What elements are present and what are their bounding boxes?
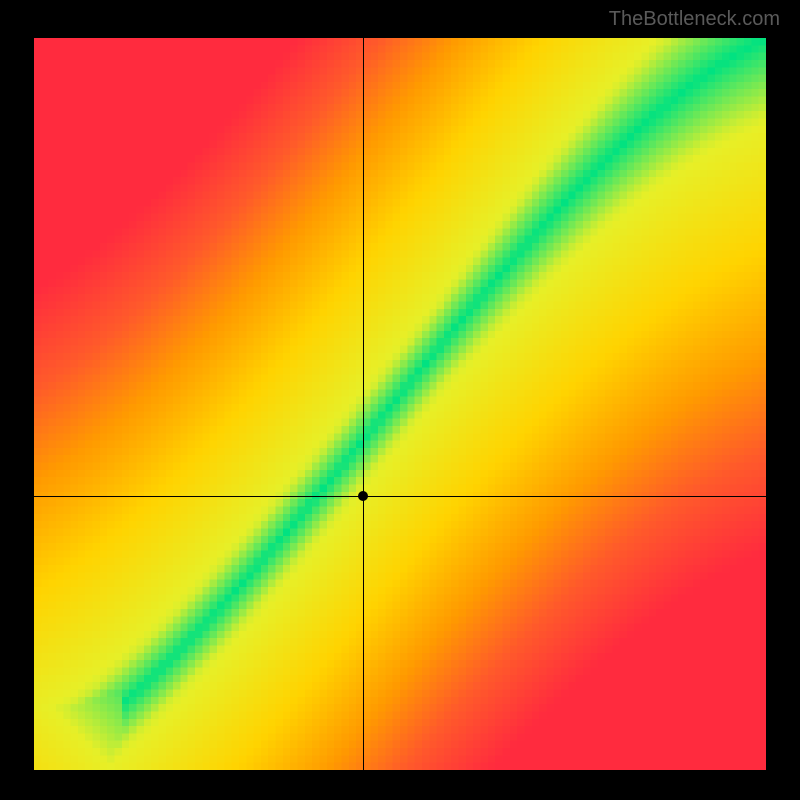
crosshair-vertical bbox=[363, 38, 364, 770]
heatmap-plot bbox=[34, 38, 766, 770]
chart-container: { "watermark": "TheBottleneck.com", "wat… bbox=[0, 0, 800, 800]
crosshair-horizontal bbox=[34, 496, 766, 497]
heatmap-canvas bbox=[34, 38, 766, 770]
watermark-text: TheBottleneck.com bbox=[609, 8, 780, 31]
marker-point bbox=[358, 491, 368, 501]
